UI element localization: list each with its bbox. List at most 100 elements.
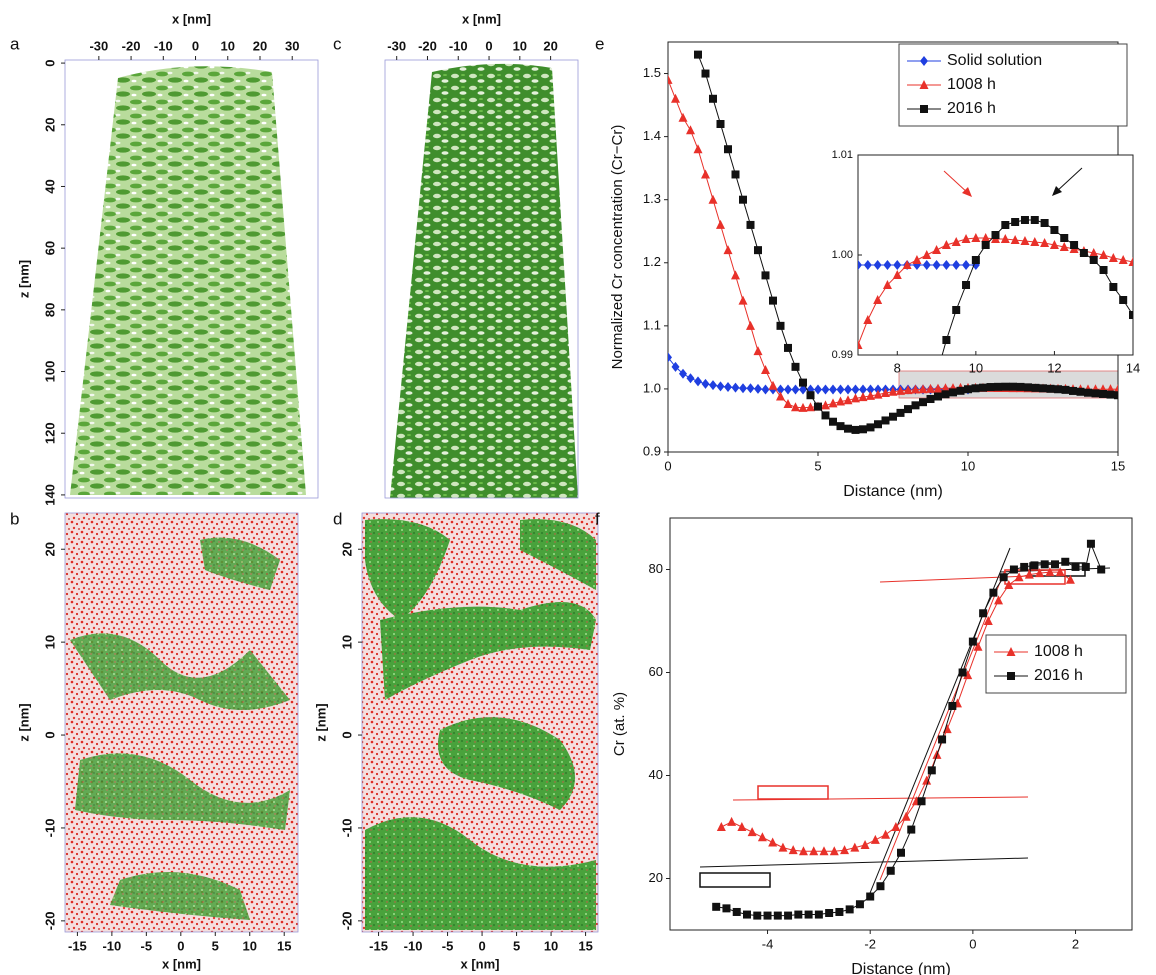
slice-b-green — [70, 537, 290, 920]
marker — [731, 170, 740, 179]
inset-x-tick-label: 12 — [1047, 360, 1061, 375]
marker — [1086, 539, 1095, 548]
marker — [873, 389, 883, 399]
marker — [962, 260, 971, 270]
x-tick-label: 0 — [478, 938, 485, 953]
marker — [679, 368, 687, 379]
marker — [737, 822, 747, 831]
marker — [850, 842, 860, 852]
marker — [746, 383, 755, 394]
marker — [926, 395, 935, 404]
x-tick-label: -10 — [102, 938, 121, 953]
marker — [1076, 387, 1085, 396]
marker — [1016, 382, 1025, 391]
inset-x-tick-label: 8 — [894, 360, 901, 375]
marker — [1006, 647, 1016, 656]
marker — [843, 395, 853, 405]
marker — [1010, 235, 1020, 244]
marker — [911, 384, 920, 394]
marker — [938, 735, 947, 744]
marker — [1009, 382, 1017, 391]
marker — [829, 417, 837, 426]
marker — [893, 260, 902, 270]
marker — [891, 822, 901, 831]
marker — [701, 169, 710, 179]
marker — [776, 391, 785, 401]
x-tick-label: 0 — [192, 38, 199, 53]
marker — [761, 365, 770, 374]
y-tick-label: 80 — [42, 303, 57, 317]
marker — [731, 270, 740, 280]
marker — [941, 240, 951, 249]
marker — [825, 909, 834, 918]
marker — [799, 384, 807, 395]
slice-d-green — [365, 519, 596, 930]
marker — [814, 910, 823, 919]
marker — [738, 295, 748, 305]
x-tick-label: 10 — [243, 938, 257, 953]
x-axis-label: x [nm] — [172, 11, 211, 26]
marker — [724, 145, 732, 154]
marker — [709, 380, 717, 391]
marker — [791, 384, 800, 395]
marker — [986, 383, 995, 392]
marker — [821, 411, 830, 420]
reconstruction-a — [70, 66, 306, 495]
arrow-head — [962, 187, 972, 197]
marker — [678, 112, 688, 122]
x-tick-label: 0 — [969, 936, 976, 951]
series-line — [716, 542, 1102, 917]
x-axis-label: x [nm] — [461, 956, 500, 971]
marker — [1061, 385, 1070, 394]
marker — [1020, 562, 1029, 571]
marker — [754, 383, 762, 394]
series-group — [712, 539, 1106, 920]
marker — [723, 245, 733, 255]
marker — [746, 320, 755, 330]
legend-label: Solid solution — [947, 52, 1042, 69]
marker — [919, 80, 929, 89]
marker — [1069, 386, 1077, 395]
marker — [753, 911, 762, 920]
x-tick-label: 10 — [961, 458, 975, 473]
marker — [821, 400, 830, 410]
marker — [858, 392, 868, 402]
marker — [859, 425, 867, 434]
y-axis-label: Cr (at. %) — [611, 692, 628, 756]
marker — [863, 315, 873, 324]
marker — [727, 816, 737, 826]
marker — [942, 336, 951, 344]
y-tick-label: 0 — [42, 731, 57, 738]
marker — [746, 220, 755, 229]
marker — [1060, 234, 1069, 242]
marker — [668, 74, 673, 84]
series-group — [858, 216, 1133, 355]
marker — [922, 250, 932, 259]
marker — [927, 766, 936, 775]
arrow — [943, 170, 970, 195]
marker — [836, 422, 845, 431]
marker — [989, 588, 998, 597]
marker — [896, 385, 905, 395]
marker — [994, 595, 1004, 605]
plot-frame — [384, 59, 579, 499]
marker — [747, 827, 757, 837]
inset-y-tick-label: 1.01 — [832, 149, 853, 161]
marker — [819, 846, 829, 856]
marker — [701, 69, 710, 78]
marker — [1024, 383, 1032, 392]
marker — [999, 573, 1008, 582]
y-tick-label: 60 — [42, 241, 57, 255]
y-tick-label: 20 — [339, 542, 354, 556]
marker — [904, 405, 912, 414]
marker — [1030, 237, 1040, 246]
panel-letter: c — [333, 34, 342, 53]
marker — [889, 412, 897, 421]
x-tick-label: -2 — [864, 936, 876, 951]
marker — [829, 846, 839, 856]
marker — [743, 910, 751, 919]
marker — [1046, 384, 1055, 393]
marker — [1114, 391, 1118, 400]
x-tick-label: 0 — [177, 938, 184, 953]
